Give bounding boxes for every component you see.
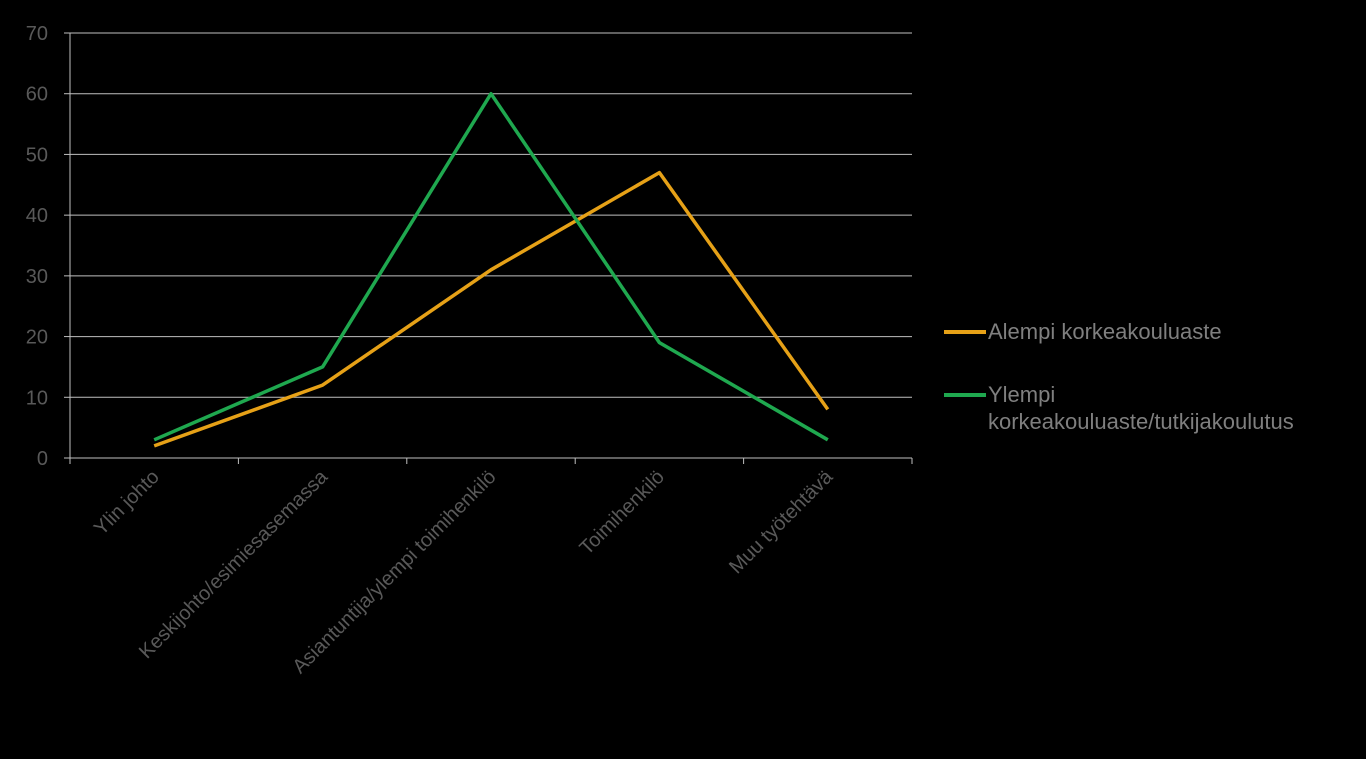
- series-line: [153, 170, 830, 448]
- y-tick-label: 60: [26, 84, 48, 106]
- legend-swatch: [944, 330, 986, 334]
- legend-label: Alempi korkeakouluaste: [988, 319, 1222, 344]
- x-axis-ticks: Ylin johtoKeskijohto/esimiesasemassaAsia…: [69, 458, 913, 678]
- x-tick-label: Asiantuntija/ylempi toimihenkilö: [288, 466, 500, 678]
- x-tick-label: Ylin johto: [90, 466, 164, 540]
- legend-item: Alempi korkeakouluaste: [944, 318, 1358, 345]
- series-lines: [153, 91, 830, 448]
- y-tick-label: 10: [26, 387, 48, 409]
- y-tick-label: 0: [37, 448, 48, 470]
- x-tick-label: Keskijohto/esimiesasemassa: [135, 465, 333, 663]
- y-tick-label: 50: [26, 144, 48, 166]
- axes: [69, 33, 912, 459]
- x-tick-label: Toimihenkilö: [576, 466, 669, 559]
- legend-label: Ylempi korkeakouluaste/tutkijakoulutus: [988, 382, 1294, 434]
- y-axis-ticks: 0 10 20 30 40 50 60 70: [26, 23, 70, 470]
- y-tick-label: 30: [26, 266, 48, 288]
- gridlines: [70, 32, 912, 398]
- y-tick-label: 40: [26, 205, 48, 227]
- series-line: [153, 91, 829, 442]
- y-tick-label: 70: [26, 23, 48, 45]
- y-tick-label: 20: [26, 327, 48, 349]
- x-tick-label: Muu työtehtävä: [725, 465, 838, 578]
- legend-item: Ylempi korkeakouluaste/tutkijakoulutus: [944, 381, 1358, 435]
- legend-swatch: [944, 393, 986, 397]
- legend: Alempi korkeakouluaste Ylempi korkeakoul…: [944, 318, 1358, 471]
